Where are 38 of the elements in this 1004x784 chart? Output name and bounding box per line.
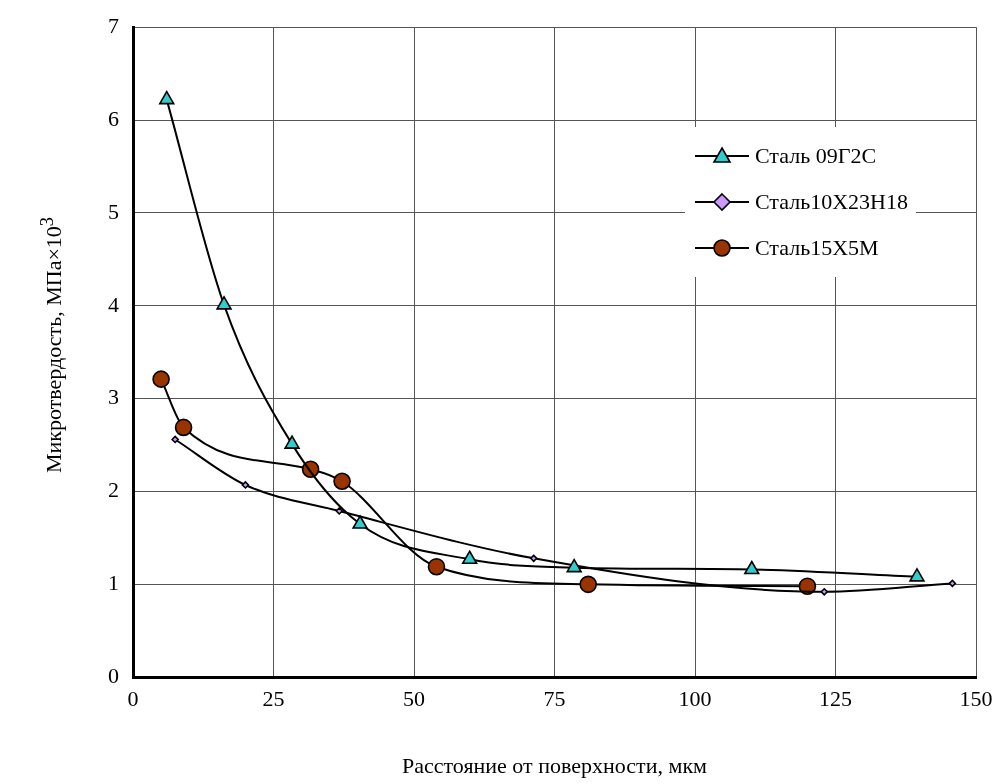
- point: [461, 550, 478, 565]
- x-tick-label: 150: [959, 686, 993, 712]
- legend-label: Сталь15Х5М: [754, 235, 879, 262]
- point: [216, 296, 232, 310]
- point: [909, 568, 925, 582]
- x-tick-label: 125: [819, 686, 852, 712]
- point: [529, 554, 538, 563]
- point: [174, 418, 193, 437]
- point: [579, 575, 598, 594]
- point: [948, 579, 957, 588]
- point: [427, 557, 446, 576]
- y-tick-label: 0: [108, 662, 119, 688]
- point: [171, 435, 179, 444]
- x-tick-label: 75: [543, 686, 566, 712]
- y-tick-label: 1: [108, 570, 119, 596]
- legend-label: Сталь10Х23Н18: [754, 189, 908, 216]
- legend-label: Сталь 09Г2С: [754, 143, 877, 170]
- y-tick-label: 3: [108, 384, 119, 410]
- point: [158, 90, 175, 105]
- y-tick-label: 2: [108, 477, 119, 503]
- y-tick-label: 5: [108, 198, 119, 224]
- x-axis-title: Расстояние от поверхности, мкм: [402, 752, 708, 778]
- y-tick-label: 7: [108, 12, 119, 38]
- point: [241, 481, 250, 489]
- point: [333, 472, 351, 491]
- y-tick-label: 4: [108, 291, 119, 317]
- point: [820, 587, 829, 596]
- x-tick-label: 50: [403, 686, 425, 712]
- x-tick-label: 25: [262, 686, 285, 712]
- point: [284, 435, 300, 449]
- point: [566, 558, 582, 573]
- point: [335, 507, 344, 515]
- point: [744, 560, 760, 575]
- x-tick-label: 100: [678, 686, 712, 712]
- point: [352, 515, 368, 529]
- y-tick-label: 6: [108, 105, 119, 131]
- x-tick-label: 0: [127, 686, 139, 712]
- point: [152, 370, 170, 388]
